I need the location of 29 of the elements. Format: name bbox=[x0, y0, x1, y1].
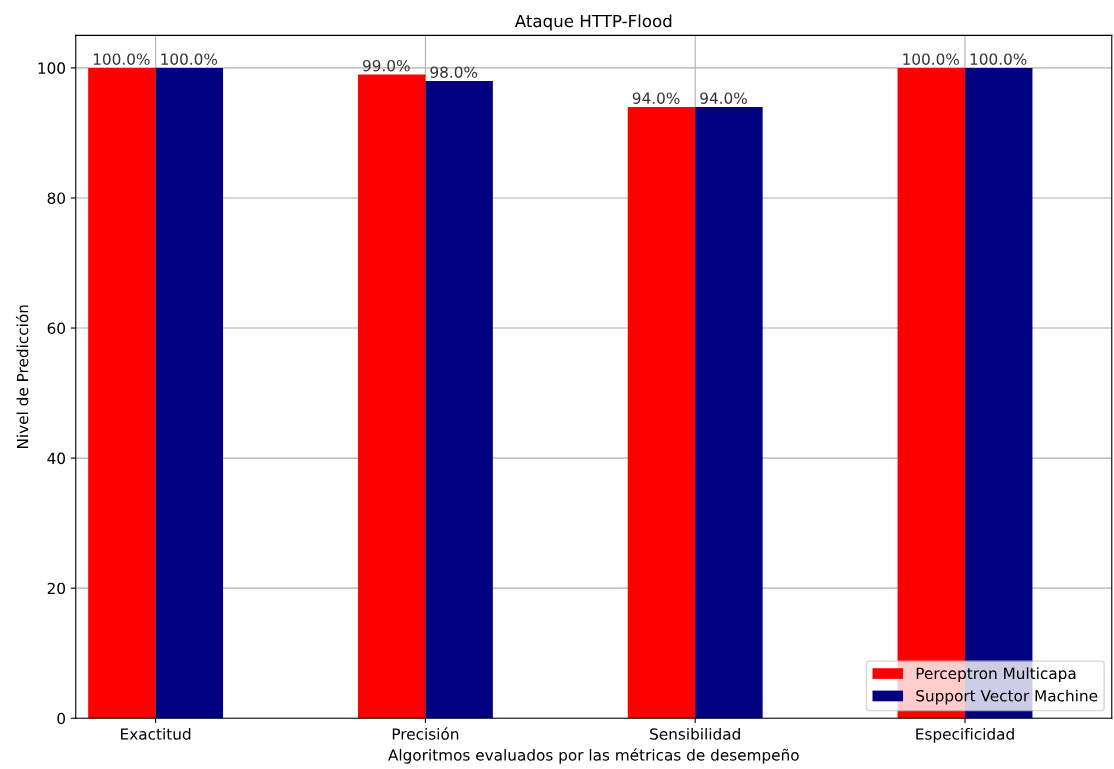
data-label: 100.0% bbox=[970, 53, 1027, 65]
bar bbox=[88, 67, 156, 719]
x-axis-title: Algoritmos evaluados por las métricas de desempeño bbox=[388, 748, 799, 764]
x-tick-label: Especificidad bbox=[916, 727, 1014, 743]
y-tick-label: 40 bbox=[47, 452, 66, 465]
y-tick-label: 20 bbox=[47, 582, 66, 595]
legend-label: Perceptron Multicapa bbox=[916, 667, 1076, 683]
y-tick-label: 60 bbox=[47, 322, 66, 335]
data-label: 94.0% bbox=[632, 92, 680, 104]
data-label: 100.0% bbox=[93, 53, 150, 65]
bar bbox=[155, 67, 224, 719]
bar bbox=[357, 74, 426, 719]
bar bbox=[425, 80, 493, 719]
legend-label: Support Vector Machine bbox=[916, 689, 1098, 705]
data-label: 100.0% bbox=[903, 53, 960, 65]
y-tick-label: 80 bbox=[47, 192, 66, 204]
data-label: 94.0% bbox=[700, 92, 747, 104]
x-tick-label: Exactitud bbox=[121, 727, 191, 740]
data-label: 100.0% bbox=[161, 53, 218, 65]
y-tick-label: 0 bbox=[57, 712, 66, 725]
x-tick-label: Sensibilidad bbox=[650, 727, 740, 740]
bar bbox=[695, 106, 763, 719]
bar bbox=[627, 106, 696, 719]
data-label: 99.0% bbox=[362, 59, 410, 72]
data-label: 98.0% bbox=[430, 66, 478, 78]
y-axis-title: Nivel de Predicción bbox=[15, 305, 29, 449]
y-tick-label: 100 bbox=[38, 62, 66, 74]
x-tick-label: Precisión bbox=[392, 727, 459, 740]
chart-title: Ataque HTTP-Flood bbox=[514, 14, 672, 31]
